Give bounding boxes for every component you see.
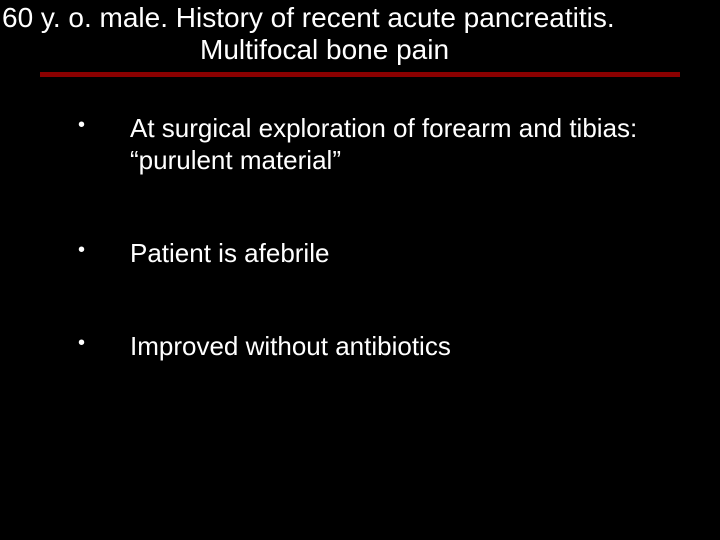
bullet-text: Improved without antibiotics bbox=[130, 331, 451, 361]
title-divider bbox=[40, 72, 680, 77]
list-item: At surgical exploration of forearm and t… bbox=[70, 113, 660, 175]
slide-title: 60 y. o. male. History of recent acute p… bbox=[0, 0, 720, 66]
list-item: Improved without antibiotics bbox=[70, 331, 660, 362]
title-line-1: 60 y. o. male. History of recent acute p… bbox=[2, 2, 712, 34]
bullet-list: At surgical exploration of forearm and t… bbox=[70, 113, 660, 362]
title-line-2: Multifocal bone pain bbox=[2, 34, 712, 66]
bullet-text: Patient is afebrile bbox=[130, 238, 329, 268]
slide: 60 y. o. male. History of recent acute p… bbox=[0, 0, 720, 540]
bullet-text: At surgical exploration of forearm and t… bbox=[130, 113, 637, 174]
list-item: Patient is afebrile bbox=[70, 238, 660, 269]
